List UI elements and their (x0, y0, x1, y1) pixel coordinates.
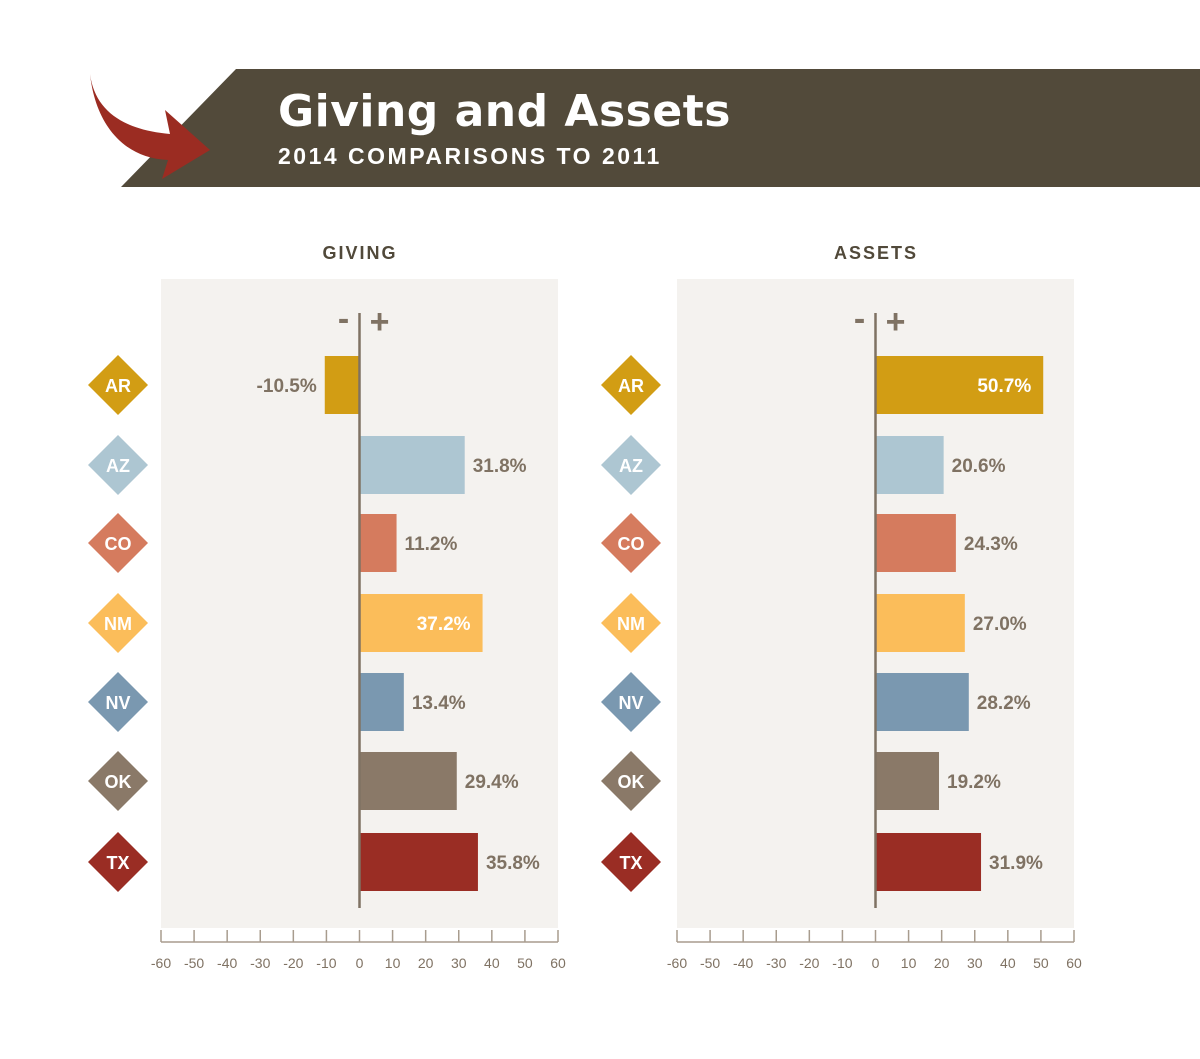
assets-bar-nv (875, 673, 969, 731)
header-banner (90, 69, 1200, 187)
page-title: Giving and Assets (278, 86, 731, 137)
assets-minus-sign: - (854, 300, 865, 338)
assets-state-label: OK (618, 772, 645, 792)
assets-state-label: AZ (619, 456, 643, 476)
assets-state-label: NV (618, 693, 643, 713)
giving-x-tick-label: 0 (356, 955, 364, 971)
giving-value-label: 29.4% (465, 772, 519, 793)
assets-x-tick-label: 10 (901, 955, 917, 971)
assets-state-marker-nm (601, 593, 661, 653)
giving-state-marker-tx (88, 832, 148, 892)
assets-x-tick-label: -40 (733, 955, 753, 971)
assets-bar-ar (875, 356, 1044, 414)
giving-value-label: 31.8% (473, 456, 527, 477)
assets-value-label: 28.2% (977, 693, 1031, 714)
giving-bar-co (359, 514, 397, 572)
giving-state-label: AZ (106, 456, 130, 476)
giving-value-label: 35.8% (486, 853, 540, 874)
giving-x-tick-label: 30 (451, 955, 467, 971)
assets-x-tick-label: 40 (1000, 955, 1016, 971)
assets-state-label: CO (618, 534, 645, 554)
assets-value-label: 27.0% (973, 614, 1027, 635)
giving-state-label: TX (106, 853, 129, 873)
assets-value-label: 50.7% (977, 376, 1031, 397)
header-band (121, 69, 1200, 187)
assets-value-label: 19.2% (947, 772, 1001, 793)
assets-x-tick-label: -50 (700, 955, 720, 971)
assets-x-tick-label: -20 (799, 955, 819, 971)
giving-x-tick-label: -30 (250, 955, 270, 971)
giving-bar-az (359, 436, 465, 494)
giving-panel-title: GIVING (322, 243, 398, 263)
giving-bar-ok (359, 752, 457, 810)
assets-x-tick-label: 20 (934, 955, 950, 971)
giving-state-marker-az (88, 435, 148, 495)
assets-value-label: 20.6% (952, 456, 1006, 477)
giving-x-tick-label: -20 (283, 955, 303, 971)
giving-bar-nv (359, 673, 404, 731)
assets-state-label: NM (617, 614, 645, 634)
giving-x-tick-label: -50 (184, 955, 204, 971)
giving-state-label: CO (105, 534, 132, 554)
assets-plus-sign: + (886, 303, 906, 341)
page-subtitle: 2014 COMPARISONS TO 2011 (278, 143, 662, 169)
assets-state-marker-ar (601, 355, 661, 415)
giving-x-tick-label: -40 (217, 955, 237, 971)
assets-state-marker-tx (601, 832, 661, 892)
giving-x-tick-label: 20 (418, 955, 434, 971)
assets-x-tick-label: -30 (766, 955, 786, 971)
giving-value-label: -10.5% (257, 376, 317, 397)
assets-value-label: 31.9% (989, 853, 1043, 874)
assets-x-tick-label: -10 (832, 955, 852, 971)
giving-minus-sign: - (338, 300, 349, 338)
giving-bar-ar (324, 356, 360, 414)
assets-state-label: TX (619, 853, 642, 873)
giving-x-tick-label: 10 (385, 955, 401, 971)
giving-x-tick-label: 50 (517, 955, 533, 971)
assets-bar-ok (875, 752, 940, 810)
giving-x-tick-label: 60 (550, 955, 566, 971)
assets-state-label: AR (618, 376, 644, 396)
giving-x-tick-label: 40 (484, 955, 500, 971)
giving-value-label: 11.2% (405, 534, 458, 555)
assets-x-tick-label: 60 (1066, 955, 1082, 971)
giving-state-label: AR (105, 376, 131, 396)
giving-state-marker-nv (88, 672, 148, 732)
giving-state-marker-ar (88, 355, 148, 415)
giving-state-label: NV (105, 693, 130, 713)
giving-bar-tx (359, 833, 478, 891)
assets-x-tick-label: 50 (1033, 955, 1049, 971)
giving-value-label: 13.4% (412, 693, 466, 714)
giving-bar-nm (359, 594, 483, 652)
assets-bar-az (875, 436, 944, 494)
assets-state-marker-az (601, 435, 661, 495)
giving-plus-sign: + (370, 303, 390, 341)
assets-bar-co (875, 514, 956, 572)
assets-state-marker-nv (601, 672, 661, 732)
assets-state-marker-ok (601, 751, 661, 811)
giving-state-label: OK (105, 772, 132, 792)
assets-state-marker-co (601, 513, 661, 573)
assets-x-tick-label: 0 (872, 955, 880, 971)
arrow-icon (90, 74, 210, 179)
giving-state-marker-co (88, 513, 148, 573)
giving-state-marker-ok (88, 751, 148, 811)
assets-x-tick-label: 30 (967, 955, 983, 971)
giving-state-marker-nm (88, 593, 148, 653)
giving-state-label: NM (104, 614, 132, 634)
assets-x-tick-label: -60 (667, 955, 687, 971)
giving-x-tick-label: -60 (151, 955, 171, 971)
assets-panel-title: ASSETS (833, 243, 919, 263)
giving-value-label: 37.2% (417, 614, 471, 635)
assets-bar-tx (875, 833, 982, 891)
assets-value-label: 24.3% (964, 534, 1018, 555)
assets-bar-nm (875, 594, 965, 652)
giving-x-tick-label: -10 (316, 955, 336, 971)
